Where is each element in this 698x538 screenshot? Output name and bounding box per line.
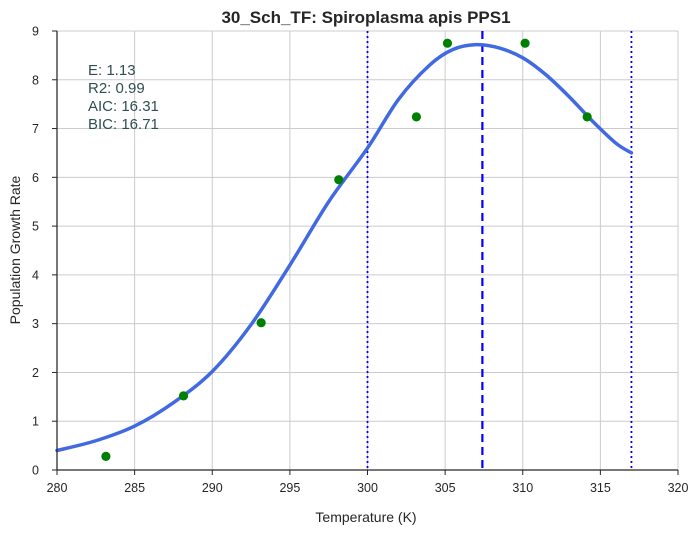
y-tick-label: 9 <box>32 25 39 39</box>
data-point <box>178 391 189 401</box>
data-point <box>411 112 422 122</box>
y-tick-label: 3 <box>32 317 39 331</box>
data-points <box>101 38 592 461</box>
data-point <box>334 175 344 185</box>
axes <box>52 30 679 475</box>
y-tick-label: 5 <box>32 220 39 234</box>
x-tick-label: 290 <box>202 481 223 495</box>
data-point <box>101 451 111 461</box>
data-point <box>256 318 266 328</box>
y-tick-label: 4 <box>32 268 39 282</box>
x-tick-label: 285 <box>124 481 145 495</box>
x-tick-label: 300 <box>357 481 378 495</box>
x-tick-label: 315 <box>590 481 611 495</box>
y-tick-label: 6 <box>32 171 39 185</box>
stat-e: E: 1.13 <box>88 62 136 79</box>
x-tick-label: 280 <box>47 481 68 495</box>
grid-lines <box>56 30 679 471</box>
reference-lines <box>366 31 633 470</box>
tick-labels: 280 285 290 295 300 305 310 315 320 0 1 2 3 4 5 6 7 8 9 <box>32 25 688 496</box>
stat-r2: R2: 0.99 <box>88 80 145 97</box>
x-tick-label: 310 <box>512 481 533 495</box>
data-point <box>520 38 530 48</box>
stat-bic: BIC: 16.71 <box>88 116 159 133</box>
data-point <box>442 38 453 48</box>
fitted-curve <box>55 42 634 453</box>
y-tick-label: 2 <box>32 366 39 380</box>
x-tick-label: 295 <box>279 481 300 495</box>
stat-aic: AIC: 16.31 <box>88 98 159 115</box>
x-tick-label: 305 <box>435 481 456 495</box>
y-tick-label: 7 <box>32 122 39 136</box>
y-tick-label: 1 <box>32 415 39 429</box>
y-tick-label: 8 <box>32 73 39 87</box>
y-axis-label: Population Growth Rate <box>7 175 23 324</box>
fitted-curve-line <box>55 42 634 453</box>
x-axis-label: Temperature (K) <box>315 509 416 525</box>
data-point <box>582 112 592 122</box>
chart-title: 30_Sch_TF: Spiroplasma apis PPS1 <box>221 8 510 27</box>
y-tick-label: 0 <box>32 464 39 478</box>
x-tick-label: 320 <box>668 481 689 495</box>
fit-statistics: E: 1.13 R2: 0.99 AIC: 16.31 BIC: 16.71 <box>88 62 159 133</box>
